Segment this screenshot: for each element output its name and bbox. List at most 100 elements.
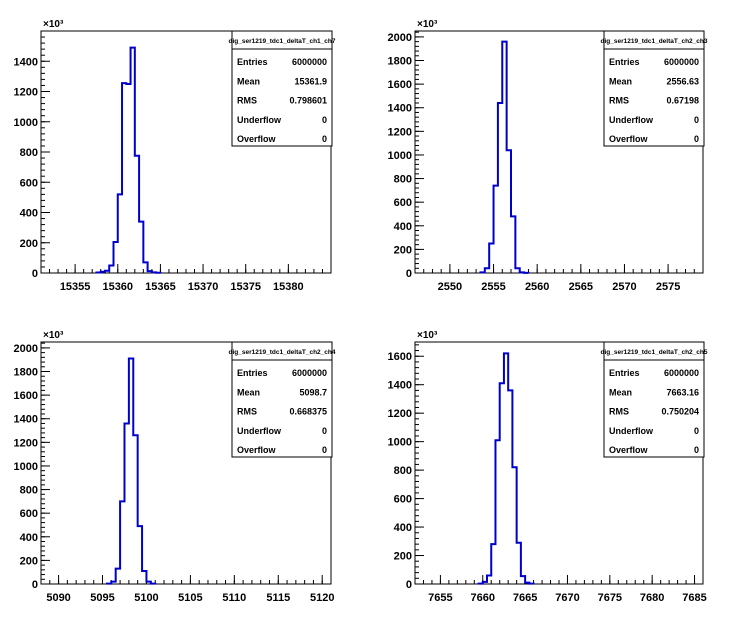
y-exponent-label: ×10³ xyxy=(417,19,438,30)
y-tick-label: 1000 xyxy=(14,117,38,129)
y-tick-label: 200 xyxy=(394,244,412,256)
stats-box: dig_ser1219_tdc1_deltaT_ch1_ch7 Entries 60… xyxy=(229,30,336,147)
y-tick-label: 200 xyxy=(394,551,412,563)
y-tick-label: 200 xyxy=(20,238,38,250)
x-tick-label: 2560 xyxy=(525,281,549,293)
stats-value: 0.668375 xyxy=(289,407,327,417)
x-tick-label: 15360 xyxy=(102,281,133,293)
y-tick-label: 800 xyxy=(394,174,412,186)
x-tick-label: 5090 xyxy=(46,592,70,604)
x-tick-label: 5105 xyxy=(178,592,202,604)
stats-value: 0 xyxy=(694,445,699,455)
stats-label: Overflow xyxy=(237,445,277,455)
x-tick-label: 15365 xyxy=(145,281,176,293)
stats-value: 0 xyxy=(322,426,327,436)
stats-value: 0.67198 xyxy=(666,96,699,106)
histogram-title: dig_ser1219_tdc1_deltaT_ch2_ch4 xyxy=(229,349,336,356)
stats-value: 0 xyxy=(694,134,699,144)
y-tick-label: 0 xyxy=(32,579,38,591)
histogram-panel-1: 0 200 400 600 800 1000 1200 1400 15355 15360 15365… xyxy=(14,19,336,293)
y-tick-label: 1200 xyxy=(14,437,38,449)
stats-value: 0 xyxy=(322,115,327,125)
y-tick-label: 1000 xyxy=(388,150,412,162)
y-tick-label: 600 xyxy=(20,177,38,189)
stats-value: 7663.16 xyxy=(666,387,699,397)
stats-box-frame xyxy=(231,341,333,458)
y-tick-label: 1200 xyxy=(388,408,412,420)
x-tick-label: 15370 xyxy=(188,281,219,293)
x-tick-label: 2555 xyxy=(481,281,505,293)
histogram-outline xyxy=(479,40,530,274)
stats-value: 0.798601 xyxy=(289,96,327,106)
y-exponent-label: ×10³ xyxy=(417,330,438,341)
histogram-panel-4: 0 200 400 600 800 1000 1200 1400 1600 7655 7660 766… xyxy=(388,330,708,604)
y-tick-label: 400 xyxy=(394,522,412,534)
histogram-title: dig_ser1219_tdc1_deltaT_ch2_ch5 xyxy=(601,349,708,356)
stats-box-frame xyxy=(231,30,333,147)
stats-label: Mean xyxy=(609,76,632,86)
y-tick-label: 1600 xyxy=(388,351,412,363)
x-tick-label: 15380 xyxy=(273,281,304,293)
x-tick-label: 15355 xyxy=(60,281,91,293)
stats-label: Underflow xyxy=(237,426,282,436)
stats-label: Entries xyxy=(609,368,640,378)
stats-label: Mean xyxy=(609,387,632,397)
stats-value: 0.750204 xyxy=(661,407,699,417)
stats-label: RMS xyxy=(609,407,629,417)
y-tick-label: 400 xyxy=(394,221,412,233)
histogram-bin xyxy=(126,84,130,273)
stats-label: Mean xyxy=(237,387,260,397)
stats-label: Mean xyxy=(237,76,260,86)
x-tick-label: 5120 xyxy=(310,592,334,604)
stats-label: Entries xyxy=(237,57,268,67)
y-tick-label: 0 xyxy=(406,579,412,591)
y-tick-label: 1200 xyxy=(388,126,412,138)
x-tick-label: 7675 xyxy=(598,592,622,604)
stats-label: Entries xyxy=(237,368,268,378)
y-tick-label: 600 xyxy=(394,197,412,209)
histogram-outline xyxy=(477,352,535,585)
y-tick-label: 400 xyxy=(20,208,38,220)
y-exponent-label: ×10³ xyxy=(43,330,64,341)
x-tick-label: 5115 xyxy=(266,592,290,604)
plot-frame xyxy=(40,341,332,585)
histogram-outline xyxy=(95,46,162,274)
stats-label: RMS xyxy=(609,96,629,106)
x-tick-label: 5110 xyxy=(222,592,246,604)
stats-box: dig_ser1219_tdc1_deltaT_ch2_ch5 Entries 60… xyxy=(601,341,708,458)
stats-value: 6000000 xyxy=(292,368,327,378)
y-tick-label: 1400 xyxy=(14,414,38,426)
stats-box-frame xyxy=(603,30,705,147)
stats-value: 6000000 xyxy=(292,57,327,67)
x-tick-label: 2550 xyxy=(438,281,462,293)
x-tick-label: 2570 xyxy=(612,281,636,293)
histogram-panel-2: 0 200 400 600 800 1000 1200 1400 1600 1800 2000 255… xyxy=(388,19,708,293)
stats-box-frame xyxy=(603,341,705,458)
x-tick-label: 5100 xyxy=(134,592,158,604)
histogram-outline xyxy=(105,357,157,585)
stats-value: 5098.7 xyxy=(299,387,327,397)
y-tick-label: 600 xyxy=(20,508,38,520)
stats-value: 15361.9 xyxy=(294,76,327,86)
y-tick-label: 1200 xyxy=(14,87,38,99)
y-tick-label: 1400 xyxy=(388,103,412,115)
stats-label: RMS xyxy=(237,407,257,417)
y-tick-label: 1000 xyxy=(14,461,38,473)
x-tick-label: 7680 xyxy=(640,592,664,604)
y-tick-label: 800 xyxy=(394,465,412,477)
y-tick-label: 1400 xyxy=(14,56,38,68)
y-tick-label: 400 xyxy=(20,532,38,544)
y-tick-label: 800 xyxy=(20,485,38,497)
x-tick-label: 7685 xyxy=(682,592,706,604)
y-tick-label: 200 xyxy=(20,555,38,567)
stats-label: Overflow xyxy=(609,134,649,144)
y-tick-label: 1000 xyxy=(388,437,412,449)
stats-value: 6000000 xyxy=(664,368,699,378)
x-tick-label: 15375 xyxy=(230,281,261,293)
stats-box: dig_ser1219_tdc1_deltaT_ch2_ch3 Entries 60… xyxy=(601,30,708,147)
x-tick-label: 7670 xyxy=(555,592,579,604)
stats-label: Underflow xyxy=(609,426,654,436)
stats-value: 0 xyxy=(322,134,327,144)
stats-value: 0 xyxy=(694,115,699,125)
stats-label: Underflow xyxy=(609,115,654,125)
